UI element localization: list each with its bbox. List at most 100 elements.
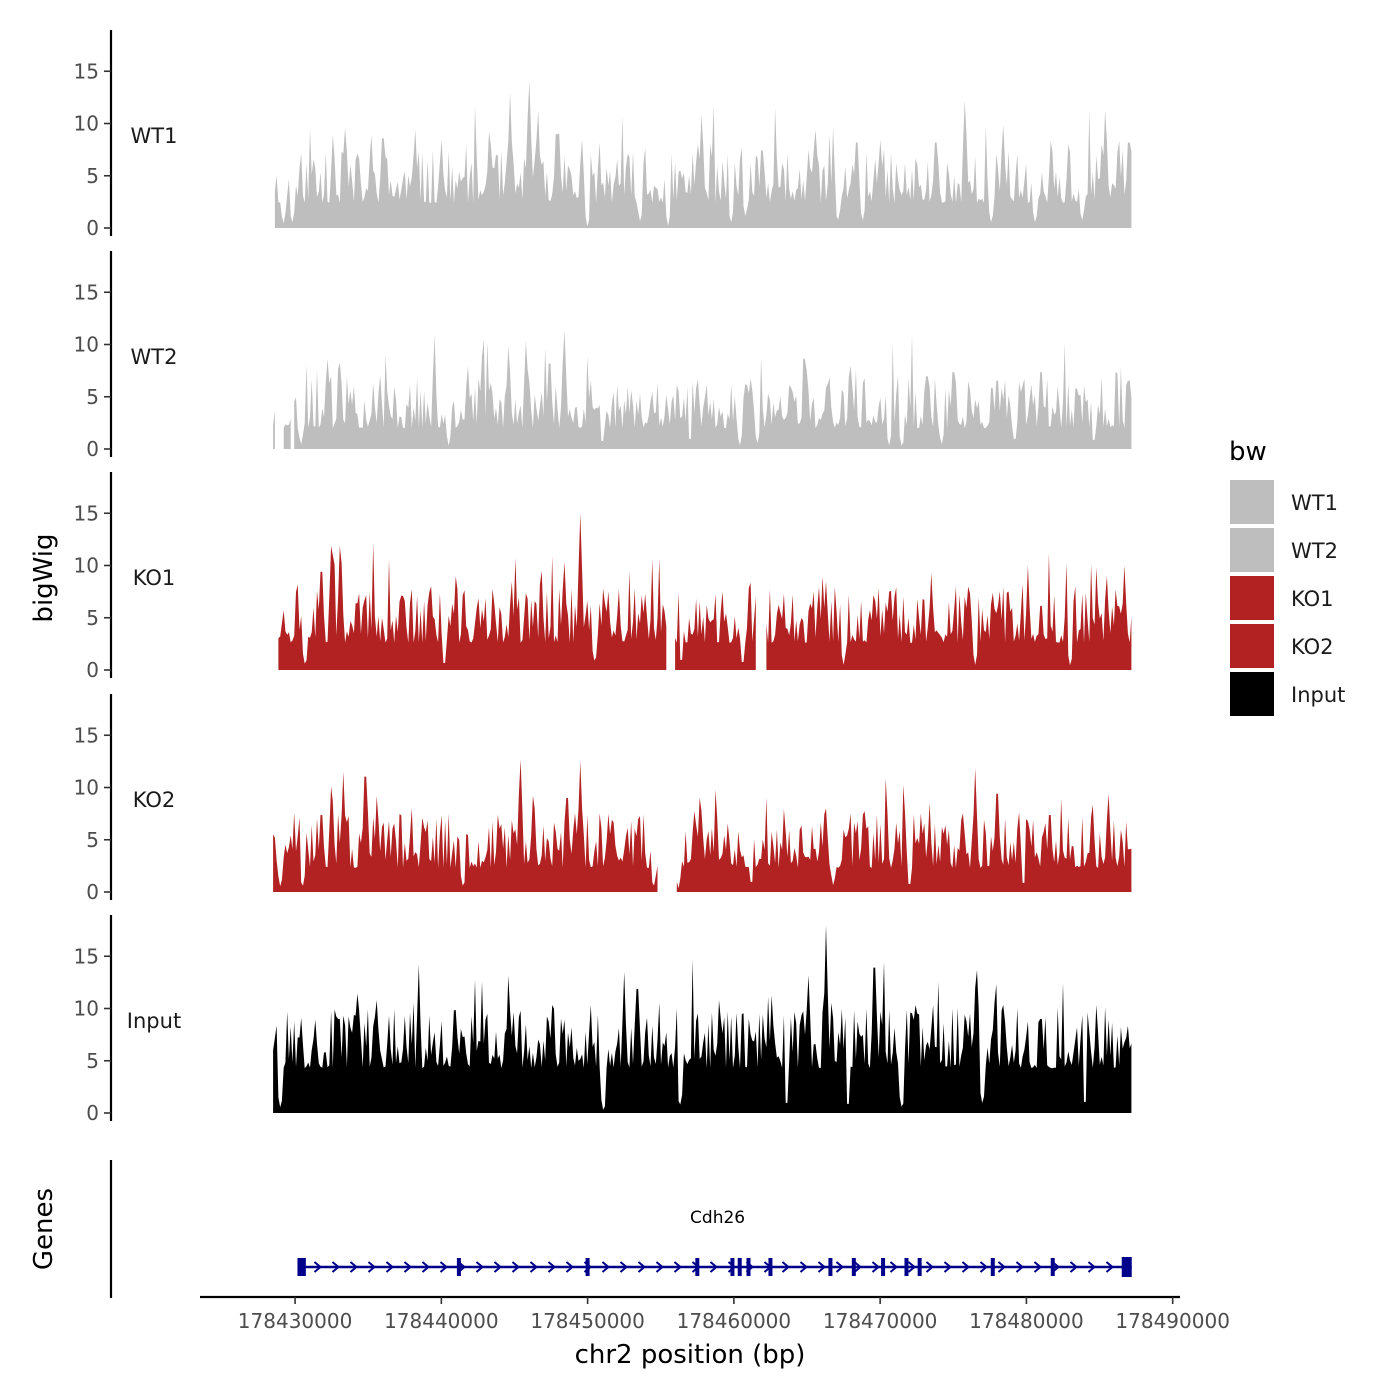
y-tick-label-ko2: 10 — [74, 776, 99, 800]
y-tick-label-ko1: 0 — [86, 658, 99, 682]
x-tick-label: 178450000 — [530, 1309, 645, 1333]
gene-strand-arrow — [529, 1261, 539, 1273]
y-tick-label-ko2: 15 — [74, 723, 99, 747]
x-tick-label: 178470000 — [823, 1309, 938, 1333]
track-label-wt2: WT2 — [131, 345, 178, 369]
signal-area-input — [273, 924, 1132, 1113]
gene-strand-arrow — [475, 1261, 485, 1273]
gene-strand-arrow — [1033, 1261, 1043, 1273]
gene-exon — [904, 1258, 909, 1276]
legend-key-ko1 — [1230, 576, 1274, 620]
gene-exon-first — [297, 1258, 303, 1276]
gene-strand-arrow — [799, 1261, 809, 1273]
y-tick-label-wt2: 10 — [74, 333, 99, 357]
legend-label-ko2: KO2 — [1291, 635, 1334, 659]
gene-strand-arrow — [511, 1261, 521, 1273]
y-tick-label-wt2: 0 — [86, 437, 99, 461]
y-tick-label-ko2: 5 — [86, 828, 99, 852]
y-tick-label-wt1: 5 — [86, 164, 99, 188]
gene-strand-arrow — [493, 1261, 503, 1273]
signal-area-ko1 — [278, 513, 1132, 670]
x-tick-label: 178440000 — [384, 1309, 499, 1333]
gene-exon — [881, 1258, 886, 1276]
gene-strand-arrow — [673, 1261, 683, 1273]
gene-strand-arrow — [979, 1261, 989, 1273]
x-axis-title: chr2 position (bp) — [575, 1340, 806, 1370]
y-tick-label-wt1: 15 — [74, 59, 99, 83]
genes-panel-title: Genes — [29, 1188, 59, 1270]
gene-strand-arrow — [1069, 1261, 1079, 1273]
track-label-wt1: WT1 — [131, 124, 178, 148]
gene-strand-arrow — [709, 1261, 719, 1273]
y-tick-label-ko1: 10 — [74, 554, 99, 578]
gene-strand-arrow — [961, 1261, 971, 1273]
gene-strand-arrow — [943, 1261, 953, 1273]
legend-title: bw — [1229, 437, 1267, 467]
gene-strand-arrow — [925, 1261, 935, 1273]
legend-label-ko1: KO1 — [1291, 587, 1334, 611]
gene-label: Cdh26 — [690, 1208, 745, 1228]
x-tick-label: 178490000 — [1115, 1309, 1230, 1333]
gene-exon — [746, 1258, 751, 1276]
y-tick-label-input: 15 — [74, 944, 99, 968]
gene-strand-arrow — [655, 1261, 665, 1273]
gene-strand-arrow — [817, 1261, 827, 1273]
gene-strand-arrow — [637, 1261, 647, 1273]
y-tick-label-input: 0 — [86, 1101, 99, 1125]
x-tick-label: 178430000 — [238, 1309, 353, 1333]
gene-strand-arrow — [367, 1261, 377, 1273]
gene-strand-arrow — [997, 1261, 1007, 1273]
y-tick-label-wt1: 10 — [74, 112, 99, 136]
x-tick-label: 178460000 — [677, 1309, 792, 1333]
y-tick-label-input: 10 — [74, 997, 99, 1021]
gene-strand-arrow — [889, 1261, 899, 1273]
legend-key-ko2 — [1230, 624, 1274, 668]
gene-strand-arrow — [565, 1261, 575, 1273]
gene-strand-arrow — [601, 1261, 611, 1273]
legend-label-wt2: WT2 — [1291, 539, 1338, 563]
track-label-input: Input — [127, 1009, 181, 1033]
gene-strand-arrow — [835, 1261, 845, 1273]
legend-key-wt2 — [1230, 528, 1274, 572]
y-tick-label-ko1: 5 — [86, 606, 99, 630]
track-label-ko2: KO2 — [133, 788, 176, 812]
y-tick-label-ko2: 0 — [86, 880, 99, 904]
gene-strand-arrow — [1015, 1261, 1025, 1273]
gene-exon — [695, 1258, 700, 1276]
gene-strand-arrow — [385, 1261, 395, 1273]
gene-exon — [737, 1258, 742, 1276]
signal-area-wt2 — [273, 331, 1132, 449]
gene-exon — [456, 1258, 461, 1276]
gene-exon-last — [1121, 1257, 1132, 1277]
gene-strand-arrow — [871, 1261, 881, 1273]
gene-strand-arrow — [349, 1261, 359, 1273]
y-tick-label-ko1: 15 — [74, 501, 99, 525]
y-tick-label-wt1: 0 — [86, 216, 99, 240]
legend-label-input: Input — [1291, 683, 1345, 707]
y-axis-title: bigWig — [29, 533, 59, 622]
gene-exon — [1050, 1258, 1055, 1276]
gene-strand-arrow — [907, 1261, 917, 1273]
gene-exon — [828, 1258, 833, 1276]
gene-strand-arrow — [403, 1261, 413, 1273]
legend-label-wt1: WT1 — [1291, 491, 1338, 515]
gene-strand-arrow — [331, 1261, 341, 1273]
gene-strand-arrow — [439, 1261, 449, 1273]
gene-strand-arrow — [421, 1261, 431, 1273]
gene-exon — [730, 1258, 735, 1276]
y-tick-label-wt2: 15 — [74, 280, 99, 304]
y-tick-label-wt2: 5 — [86, 385, 99, 409]
gene-exon — [768, 1258, 773, 1276]
gene-strand-arrow — [619, 1261, 629, 1273]
y-tick-label-input: 5 — [86, 1049, 99, 1073]
track-label-ko1: KO1 — [133, 566, 176, 590]
gene-strand-arrow — [313, 1261, 323, 1273]
gene-exon — [990, 1258, 995, 1276]
gene-exon — [301, 1258, 306, 1276]
gene-strand-arrow — [547, 1261, 557, 1273]
gene-exon — [851, 1258, 856, 1276]
legend-key-input — [1230, 672, 1274, 716]
legend-key-wt1 — [1230, 480, 1274, 524]
gene-strand-arrow — [853, 1261, 863, 1273]
